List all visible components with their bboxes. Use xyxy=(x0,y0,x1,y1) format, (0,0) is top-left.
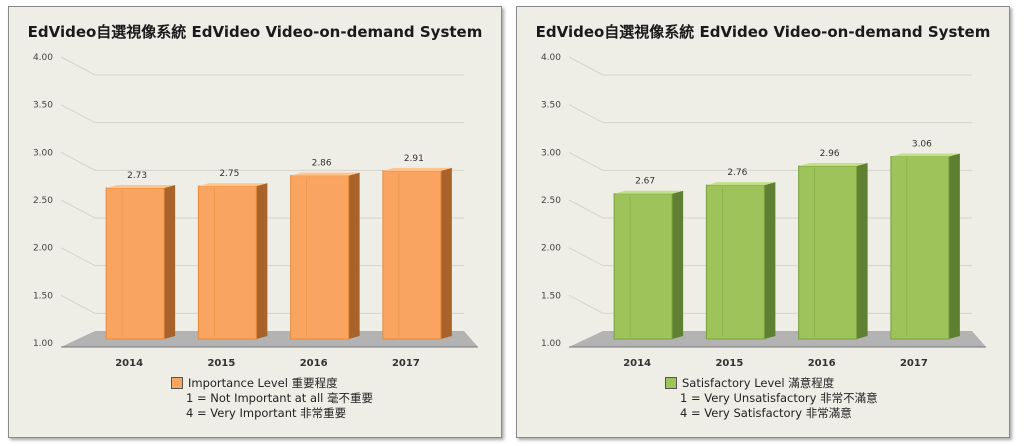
legend-swatch xyxy=(171,377,183,389)
y-tick-label: 4.00 xyxy=(33,53,53,63)
y-tick-label: 3.50 xyxy=(541,101,561,111)
bar xyxy=(613,193,673,340)
data-label: 2.75 xyxy=(219,169,239,179)
chart-title: EdVideo自選視像系統 EdVideo Video-on-demand Sy… xyxy=(27,23,483,41)
legend-series-name: Importance Level 重要程度 xyxy=(188,376,338,390)
legend-note-low: 1 = Very Unsatisfactory 非常不滿意 xyxy=(680,391,878,405)
legend-series-name: Satisfactory Level 滿意程度 xyxy=(682,376,835,390)
chart-title: EdVideo自選視像系統 EdVideo Video-on-demand Sy… xyxy=(535,23,991,41)
y-tick-label: 2.50 xyxy=(541,196,561,206)
data-label: 3.06 xyxy=(912,140,932,150)
bar-top xyxy=(890,153,960,157)
bar-top xyxy=(614,190,684,194)
bar-top xyxy=(706,182,776,186)
y-tick-label: 1.00 xyxy=(541,339,561,349)
data-label: 2.76 xyxy=(727,168,747,178)
data-label: 2.73 xyxy=(127,171,147,181)
chart-panel-satisfaction: EdVideo自選視像系統 EdVideo Video-on-demand Sy… xyxy=(516,6,1010,438)
y-tick-label: 3.50 xyxy=(33,101,53,111)
x-tick-label: 2015 xyxy=(715,358,743,369)
gridline xyxy=(568,56,972,76)
plot-area: 1.00 1.50 2.00 2.50 3.00 3.50 4.00 2.67 2014 2.76… xyxy=(541,53,986,369)
y-tick-label: 2.00 xyxy=(33,244,53,254)
data-label: 2.96 xyxy=(820,149,840,159)
bar-side xyxy=(672,190,684,339)
x-tick-label: 2014 xyxy=(623,358,651,369)
bar-top xyxy=(382,167,452,171)
x-tick-label: 2016 xyxy=(808,358,836,369)
bar xyxy=(705,184,765,340)
data-label: 2.67 xyxy=(635,177,655,187)
bar xyxy=(798,165,858,340)
bar-side xyxy=(440,167,452,339)
bar-side xyxy=(256,183,268,339)
gridline xyxy=(60,104,464,124)
bar-side xyxy=(764,182,776,339)
y-tick-label: 2.00 xyxy=(541,244,561,254)
bar xyxy=(890,156,950,340)
x-tick-label: 2016 xyxy=(300,358,328,369)
chart-panel-importance: EdVideo自選視像系統 EdVideo Video-on-demand Sy… xyxy=(8,6,502,438)
legend-note-high: 4 = Very Important 非常重要 xyxy=(186,406,347,420)
y-tick-label: 1.00 xyxy=(33,339,53,349)
satisfaction-chart: 1.00 1.50 2.00 2.50 3.00 3.50 4.00 2.67 2014 2.76… xyxy=(541,53,986,369)
bar-side xyxy=(348,172,360,339)
importance-chart: 1.00 1.50 2.00 2.50 3.00 3.50 4.00 2.73 2014 2.75… xyxy=(33,53,478,369)
bar-top xyxy=(106,184,176,188)
gridline xyxy=(60,151,464,171)
y-tick-label: 3.00 xyxy=(541,148,561,158)
y-tick-label: 1.50 xyxy=(541,291,561,301)
y-tick-label: 4.00 xyxy=(541,53,561,63)
legend-note-high: 4 = Very Satisfactory 非常滿意 xyxy=(680,406,852,420)
legend-note-low: 1 = Not Important at all 毫不重要 xyxy=(186,391,374,405)
bar xyxy=(105,187,165,340)
y-tick-label: 3.00 xyxy=(33,148,53,158)
x-tick-label: 2014 xyxy=(115,358,143,369)
bar-top xyxy=(198,183,268,187)
bar-side xyxy=(164,184,176,339)
bar xyxy=(290,175,350,340)
gridline xyxy=(60,56,464,76)
y-tick-label: 2.50 xyxy=(33,196,53,206)
bar-top xyxy=(290,172,360,176)
y-tick-label: 1.50 xyxy=(33,291,53,301)
bar-side xyxy=(948,153,960,339)
data-label: 2.86 xyxy=(312,159,332,169)
bar-side xyxy=(856,163,868,339)
data-label: 2.91 xyxy=(404,154,424,164)
x-tick-label: 2015 xyxy=(207,358,235,369)
bar xyxy=(197,185,257,340)
bar xyxy=(382,170,442,340)
legend-swatch xyxy=(665,377,677,389)
plot-area: 1.00 1.50 2.00 2.50 3.00 3.50 4.00 2.73 2014 2.75… xyxy=(33,53,478,369)
gridline xyxy=(568,104,972,124)
bar-top xyxy=(798,163,868,167)
x-tick-label: 2017 xyxy=(900,358,928,369)
x-tick-label: 2017 xyxy=(392,358,420,369)
legend: Satisfactory Level 滿意程度 1 = Very Unsatis… xyxy=(517,375,1009,421)
legend: Importance Level 重要程度 1 = Not Important … xyxy=(9,375,501,421)
